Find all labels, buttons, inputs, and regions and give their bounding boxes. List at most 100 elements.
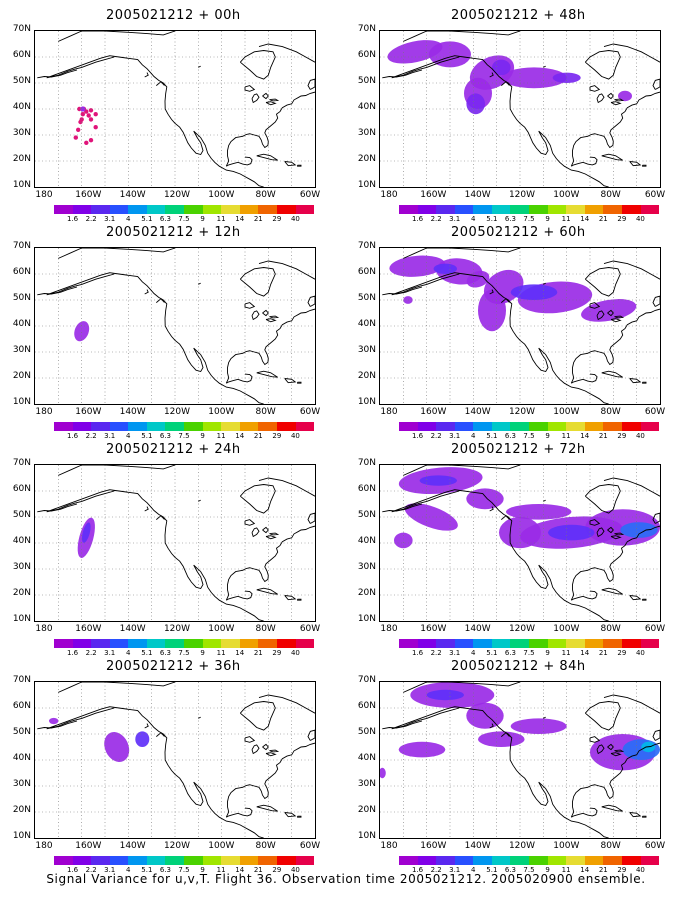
colorbar-segment	[109, 205, 129, 214]
colorbar-label: 7.5	[178, 866, 190, 874]
colorbar-label: 11	[561, 866, 571, 874]
colorbar-segment	[603, 422, 622, 431]
colorbar-segment	[54, 422, 73, 431]
colorbar-segment	[146, 205, 166, 214]
colorbar-segment	[128, 205, 147, 214]
lat-tick-label: 40N	[357, 102, 376, 112]
track-point	[80, 106, 86, 112]
lon-tick-label: 160W	[75, 190, 102, 200]
lon-tick-label: 80W	[600, 407, 621, 417]
lon-tick-label: 120W	[508, 624, 536, 634]
variance-region	[492, 59, 511, 76]
colorbar-segment	[109, 639, 129, 648]
lat-tick-label: 50N	[357, 76, 376, 86]
colorbar-segment	[529, 422, 548, 431]
colorbar-segment	[640, 856, 660, 865]
colorbar-segment	[473, 639, 492, 648]
lon-tick-label: 100W	[208, 190, 235, 200]
variance-region	[429, 41, 471, 68]
colorbar-segment	[603, 639, 622, 648]
track-point	[88, 108, 94, 113]
lon-tick-label: 120W	[508, 190, 536, 200]
colorbar-segment	[529, 639, 548, 648]
colorbar-label: 9	[200, 649, 205, 657]
lon-tick-label: 120W	[163, 624, 191, 634]
colorbar-segment	[276, 856, 296, 865]
colorbar-segment	[454, 639, 474, 648]
lon-tick-label: 100W	[553, 841, 580, 851]
variance-region	[506, 504, 572, 520]
colorbar-label: 2.2	[430, 215, 442, 223]
colorbar-label: 6.3	[159, 432, 171, 440]
lon-tick-label: 160W	[420, 407, 447, 417]
lon-tick-label: 60W	[644, 190, 666, 200]
colorbar-label: 7.5	[178, 649, 190, 657]
lon-tick-label: 80W	[255, 190, 276, 200]
lon-tick-label: 100W	[208, 624, 235, 634]
colorbar-segment	[491, 639, 511, 648]
colorbar-label: 7.5	[178, 432, 190, 440]
colorbar-segment	[165, 639, 185, 648]
colorbar-segment	[417, 422, 437, 431]
colorbar-label: 14	[580, 215, 590, 223]
colorbar-segment	[399, 422, 418, 431]
variance-region	[466, 702, 504, 729]
lon-tick-label: 140W	[464, 407, 491, 417]
colorbar-segment	[276, 422, 296, 431]
lat-tick-label: 30N	[357, 345, 376, 355]
lat-tick-label: 30N	[12, 562, 31, 572]
colorbar-segment	[184, 422, 203, 431]
colorbar-label: 11	[216, 866, 226, 874]
lat-tick-label: 50N	[357, 727, 376, 737]
colorbar-segment	[510, 639, 530, 648]
lon-tick-label: 160W	[420, 190, 447, 200]
colorbar-label: 11	[216, 215, 226, 223]
colorbar-segment	[54, 856, 73, 865]
lon-tick-label: 140W	[119, 190, 146, 200]
panel-title: 2005021212 + 48h	[451, 8, 586, 23]
colorbar-segment	[109, 856, 129, 865]
colorbar-label: 14	[580, 866, 590, 874]
colorbar-segment	[202, 639, 222, 648]
track-point	[84, 109, 89, 114]
lat-tick-label: 50N	[12, 293, 31, 303]
colorbar-segment	[399, 856, 418, 865]
lat-tick-label: 70N	[357, 675, 376, 685]
lat-tick-label: 70N	[12, 458, 31, 468]
map-panel	[34, 30, 316, 188]
colorbar-label: 40	[290, 215, 300, 223]
lon-tick-label: 80W	[255, 624, 276, 634]
colorbar-label: 11	[216, 649, 226, 657]
colorbar-label: 5.1	[486, 649, 498, 657]
track-point	[77, 106, 82, 112]
colorbar-label: 2.2	[85, 432, 97, 440]
colorbar-segment	[146, 422, 166, 431]
colorbar-label: 21	[253, 432, 263, 440]
lon-tick-label: 80W	[600, 841, 621, 851]
track-point	[88, 117, 94, 122]
colorbar-label: 21	[253, 215, 263, 223]
colorbar-segment	[221, 856, 240, 865]
colorbar-segment	[165, 205, 185, 214]
panel-title: 2005021212 + 00h	[106, 8, 241, 23]
lat-tick-label: 30N	[12, 779, 31, 789]
variance-region	[510, 284, 558, 300]
colorbar-label: 4	[126, 215, 131, 223]
colorbar-segment	[417, 856, 437, 865]
colorbar-segment	[436, 856, 455, 865]
lat-tick-label: 50N	[12, 76, 31, 86]
colorbar-label: 7.5	[178, 215, 190, 223]
colorbar-segment	[91, 639, 110, 648]
colorbar-segment	[221, 639, 240, 648]
colorbar-segment	[473, 856, 492, 865]
lat-tick-label: 20N	[12, 588, 31, 598]
lon-tick-label: 60W	[644, 624, 666, 634]
lat-tick-label: 60N	[357, 50, 376, 60]
colorbar-label: 14	[235, 866, 245, 874]
track-point	[76, 127, 81, 132]
colorbar-segment	[454, 856, 474, 865]
colorbar-segment	[239, 856, 259, 865]
colorbar-segment	[436, 639, 455, 648]
colorbar-segment	[165, 856, 185, 865]
track-point	[93, 125, 98, 130]
